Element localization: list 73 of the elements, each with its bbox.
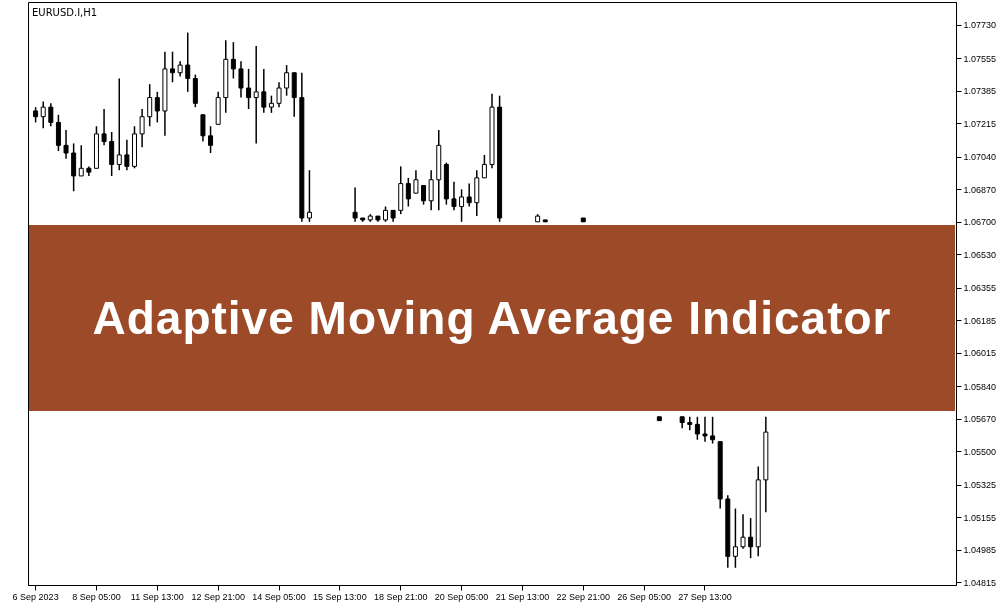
y-tick-label: 1.07040	[963, 152, 997, 163]
candlestick	[139, 108, 145, 149]
x-tick-label: 21 Sep 13:00	[495, 591, 550, 602]
x-tick-label: 26 Sep 05:00	[617, 591, 671, 602]
y-tick-label: 1.05500	[963, 446, 997, 457]
y-tick-label: 1.05325	[963, 480, 997, 491]
candlestick	[687, 416, 693, 431]
candlestick	[413, 169, 419, 194]
candlestick	[276, 81, 282, 108]
y-tick-label: 1.05155	[963, 512, 997, 523]
candlestick	[451, 180, 457, 212]
x-tick-label: 27 Sep 13:00	[678, 591, 732, 602]
candlestick	[284, 64, 290, 97]
candlestick	[246, 68, 252, 110]
y-tick-label: 1.04985	[963, 545, 997, 556]
candlestick	[702, 416, 708, 443]
candlestick	[101, 108, 107, 147]
candlestick	[147, 83, 153, 127]
y-tick-label: 1.04815	[963, 577, 997, 588]
candlestick	[732, 507, 738, 569]
candlestick	[170, 50, 176, 84]
candlestick	[428, 169, 434, 212]
text: EURUSD.I,H1	[32, 7, 98, 18]
y-tick-label: 1.07385	[963, 86, 997, 97]
y-tick-label: 1.06700	[963, 217, 997, 228]
y-tick-label: 1.06530	[963, 249, 997, 260]
candlestick	[740, 513, 746, 550]
y-tick-label: 1.07555	[963, 53, 997, 64]
candlestick	[63, 129, 69, 160]
y-tick-label: 1.05670	[963, 414, 997, 425]
candlestick	[238, 60, 244, 99]
candlestick	[40, 100, 46, 129]
candlestick	[466, 182, 472, 208]
y-tick-label: 1.06185	[963, 315, 997, 326]
x-tick-label: 12 Sep 21:00	[191, 591, 245, 602]
candlestick	[421, 184, 427, 206]
y-tick-label: 1.06015	[963, 348, 997, 359]
x-tick-label: 6 Sep 2023	[12, 591, 59, 602]
candlestick	[710, 416, 716, 445]
candlestick	[459, 188, 465, 223]
y-tick-label: 1.06355	[963, 283, 997, 294]
x-tick-label: 14 Sep 05:00	[252, 591, 306, 602]
candlestick	[694, 416, 700, 441]
candlestick	[48, 102, 54, 127]
x-tick-label: 8 Sep 05:00	[72, 591, 121, 602]
x-tick-label: 20 Sep 05:00	[434, 591, 489, 602]
candlestick	[481, 154, 487, 179]
y-tick-label: 1.07730	[963, 20, 997, 31]
candlestick	[116, 77, 122, 171]
candlestick	[109, 131, 115, 177]
x-tick-label: 15 Sep 13:00	[313, 591, 367, 602]
x-tick-label: 18 Sep 21:00	[373, 591, 428, 602]
y-tick-label: 1.05840	[963, 381, 997, 392]
candlestick	[185, 31, 191, 93]
candlestick	[306, 169, 312, 223]
candlestick	[124, 138, 130, 171]
candlestick	[208, 125, 214, 154]
candlestick	[71, 142, 77, 192]
candlestick	[154, 91, 160, 124]
candlestick	[78, 144, 84, 177]
banner: Adaptive Moving Average Indicator	[29, 225, 955, 411]
y-tick-label: 1.07215	[963, 118, 997, 129]
x-tick-label: 11 Sep 13:00	[130, 591, 184, 602]
candlestick	[200, 114, 206, 143]
candlestick	[230, 41, 236, 80]
candlestick	[748, 517, 754, 559]
x-tick-label: 22 Sep 21:00	[556, 591, 611, 602]
candlestick	[261, 68, 267, 114]
candlestick	[253, 45, 259, 145]
candlestick	[405, 177, 411, 208]
candlestick	[55, 114, 61, 152]
candlestick	[352, 186, 358, 223]
y-tick-label: 1.06870	[963, 184, 997, 195]
